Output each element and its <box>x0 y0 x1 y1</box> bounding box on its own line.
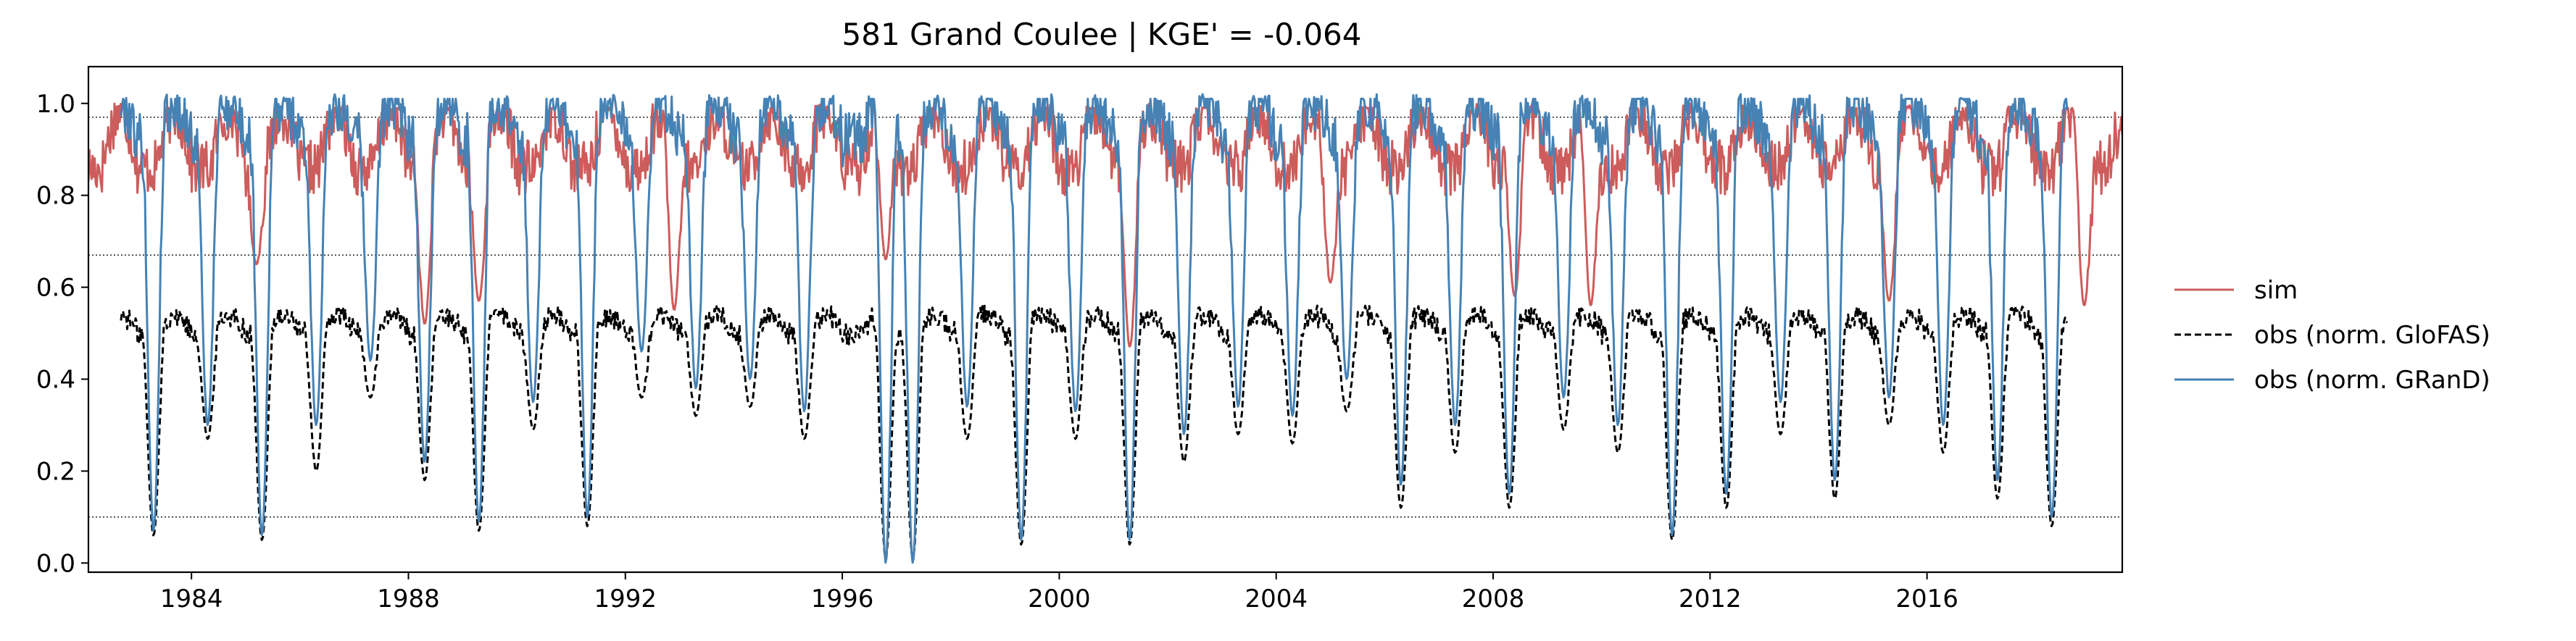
series-line-1 <box>120 304 2069 560</box>
axes-frame <box>87 65 2124 574</box>
legend-label-2: obs (norm. GRanD) <box>2254 366 2490 395</box>
x-tick-label-5: 2004 <box>1245 585 1308 613</box>
y-tick-label-3: 0.6 <box>36 274 75 303</box>
legend-label-0: sim <box>2254 276 2298 305</box>
x-tick-label-3: 1996 <box>811 585 874 613</box>
x-tick-label-4: 2000 <box>1028 585 1091 613</box>
y-tick-label-2: 0.4 <box>36 365 75 394</box>
x-tick-label-7: 2012 <box>1679 585 1742 613</box>
series-line-0 <box>88 102 2122 348</box>
series-line-2 <box>120 93 2069 564</box>
y-tick-label-4: 0.8 <box>36 182 75 211</box>
chart-title: 581 Grand Coulee | KGE' = -0.064 <box>842 17 1362 52</box>
legend-label-1: obs (norm. GloFAS) <box>2254 321 2490 350</box>
x-tick-label-8: 2016 <box>1895 585 1958 613</box>
y-tick-label-0: 0.0 <box>36 549 75 578</box>
y-tick-label-5: 1.0 <box>36 90 75 119</box>
x-tick-label-2: 1992 <box>594 585 657 613</box>
plot-area: 0.0 0.2 0.4 0.6 0.8 1.0 1984 1988 1992 1996 2000 20… <box>36 65 2124 613</box>
x-tick-label-0: 1984 <box>160 585 223 613</box>
y-tick-label-1: 0.2 <box>36 457 75 486</box>
x-tick-label-6: 2008 <box>1462 585 1525 613</box>
x-tick-label-1: 1988 <box>377 585 440 613</box>
legend: sim obs (norm. GloFAS) obs (norm. GRanD) <box>2174 276 2490 395</box>
